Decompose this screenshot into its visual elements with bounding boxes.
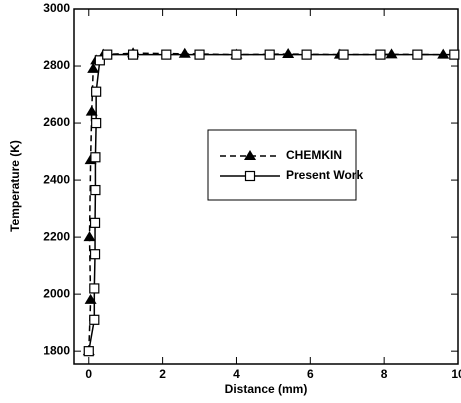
marker [194,49,205,60]
marker [83,346,94,357]
y-tick-label: 2800 [43,58,70,72]
marker [449,49,460,60]
y-tick-label: 1800 [43,343,70,357]
marker [375,49,386,60]
marker [87,62,100,73]
marker [89,249,101,260]
marker [90,184,101,196]
marker [102,49,113,60]
marker [84,293,97,304]
x-tick-label: 4 [233,367,240,381]
marker [231,49,242,60]
x-tick-label: 0 [85,367,92,381]
x-axis-label: Distance (mm) [225,382,308,396]
marker [385,48,398,59]
y-tick-label: 2200 [43,229,70,243]
legend-box [207,129,357,201]
marker [89,314,100,325]
series-line [88,52,444,352]
legend-marker [244,170,256,182]
legend: CHEMKIN Present Work [207,129,363,201]
marker [83,231,96,242]
y-tick-label: 2000 [43,286,70,300]
marker [89,283,100,294]
marker [301,49,312,60]
marker [412,49,423,60]
marker [338,49,349,60]
marker [91,86,102,97]
marker [282,48,295,59]
legend-label: CHEMKIN [286,148,342,162]
y-tick-label: 3000 [43,1,70,15]
marker [264,49,275,60]
x-tick-label: 10 [451,367,461,381]
x-tick-label: 8 [381,367,388,381]
y-tick-label: 2600 [43,115,70,129]
series-line [88,53,455,352]
x-tick-label: 2 [159,367,166,381]
legend-marker [244,150,256,160]
marker [178,47,191,58]
legend-label: Present Work [286,168,363,182]
x-tick-label: 6 [307,367,314,381]
plot-frame [73,8,459,365]
marker [161,49,172,60]
marker [91,117,102,129]
marker [85,105,98,116]
marker [90,152,101,163]
y-tick-label: 2400 [43,172,70,186]
marker [127,49,139,60]
marker [437,48,450,59]
marker [89,217,101,228]
y-axis-label: Temperature (K) [8,140,22,232]
marker [94,55,105,66]
